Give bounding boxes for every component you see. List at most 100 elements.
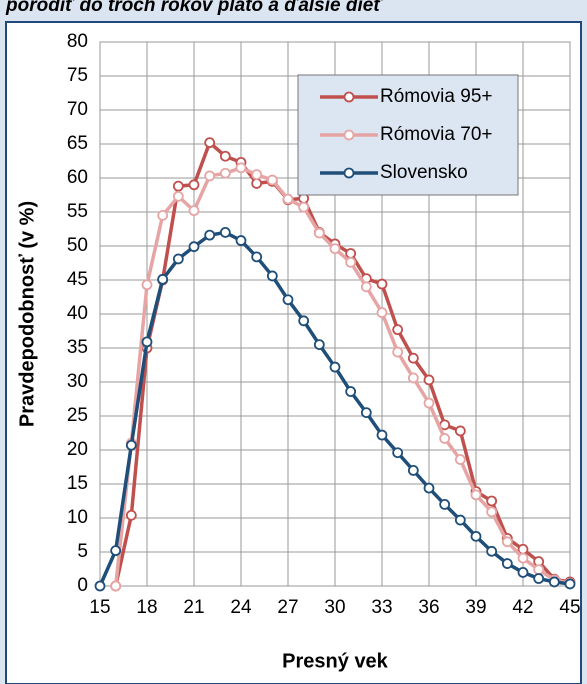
marker xyxy=(235,162,247,174)
marker xyxy=(188,241,200,253)
marker xyxy=(376,278,388,290)
marker xyxy=(251,178,263,189)
legend-label: Rómovia 95+ xyxy=(380,86,492,107)
y-tick-label: 70 xyxy=(67,99,88,120)
marker xyxy=(345,248,357,259)
x-tick-label: 30 xyxy=(324,597,345,618)
marker xyxy=(251,169,263,181)
legend-marker xyxy=(343,129,355,141)
marker xyxy=(407,464,419,476)
marker xyxy=(407,352,419,364)
x-tick-label: 33 xyxy=(371,597,392,618)
y-tick-label: 5 xyxy=(77,541,88,562)
x-tick-label: 21 xyxy=(183,597,204,618)
marker xyxy=(470,530,482,542)
y-tick-label: 45 xyxy=(67,269,88,290)
marker xyxy=(392,346,404,358)
y-tick-label: 15 xyxy=(67,473,88,494)
marker xyxy=(251,251,263,263)
marker xyxy=(439,433,451,444)
x-tick-label: 36 xyxy=(418,597,439,618)
marker xyxy=(157,273,169,285)
marker xyxy=(141,336,153,348)
chart-title: porodiť do troch rokov plato a ďalšie di… xyxy=(5,0,384,16)
marker xyxy=(439,498,451,510)
marker xyxy=(188,205,200,217)
marker xyxy=(533,573,545,584)
marker xyxy=(313,227,325,239)
marker xyxy=(329,361,341,373)
marker xyxy=(392,324,404,336)
x-tick-label: 39 xyxy=(465,597,486,618)
x-tick-label: 18 xyxy=(136,597,157,618)
marker xyxy=(486,506,498,518)
marker xyxy=(564,578,576,590)
x-axis-label: Presný vek xyxy=(282,650,389,672)
marker xyxy=(125,509,137,521)
y-tick-label: 80 xyxy=(67,31,88,52)
marker xyxy=(188,179,200,191)
marker xyxy=(298,201,310,213)
x-tick-label: 24 xyxy=(230,597,252,618)
marker xyxy=(125,439,137,451)
y-tick-label: 75 xyxy=(67,65,88,86)
marker xyxy=(501,536,513,548)
marker xyxy=(235,235,247,246)
marker xyxy=(376,429,388,441)
y-tick-label: 25 xyxy=(67,405,88,426)
x-tick-label: 15 xyxy=(89,597,110,618)
marker xyxy=(548,576,560,588)
marker xyxy=(204,229,216,241)
y-tick-label: 50 xyxy=(67,235,88,256)
marker xyxy=(204,137,216,149)
marker xyxy=(266,270,278,282)
marker xyxy=(486,495,498,507)
y-tick-label: 0 xyxy=(77,575,88,596)
y-tick-label: 10 xyxy=(67,507,88,528)
marker xyxy=(486,545,498,557)
marker xyxy=(454,425,466,437)
x-tick-label: 27 xyxy=(277,597,298,618)
marker xyxy=(392,447,404,459)
y-tick-label: 55 xyxy=(67,201,88,222)
x-tick-label: 45 xyxy=(559,597,580,618)
marker xyxy=(345,256,357,268)
marker xyxy=(376,307,388,319)
marker xyxy=(470,489,482,501)
marker xyxy=(501,558,513,569)
legend-label: Rómovia 70+ xyxy=(380,124,492,145)
marker xyxy=(298,315,310,327)
marker xyxy=(423,374,435,386)
marker xyxy=(157,209,169,221)
marker xyxy=(345,386,357,397)
legend-marker xyxy=(343,91,355,103)
marker xyxy=(282,294,294,306)
y-tick-label: 20 xyxy=(67,439,88,460)
x-tick-label: 42 xyxy=(512,597,533,618)
legend-marker xyxy=(343,167,355,179)
marker xyxy=(454,454,466,465)
marker xyxy=(172,180,184,192)
marker xyxy=(110,545,122,557)
marker xyxy=(454,514,466,526)
marker xyxy=(313,339,325,351)
legend-label: Slovensko xyxy=(380,162,468,183)
marker xyxy=(141,279,153,291)
marker xyxy=(423,397,435,409)
marker xyxy=(204,170,216,182)
marker xyxy=(533,564,545,576)
marker xyxy=(110,580,122,592)
marker xyxy=(517,567,529,578)
marker xyxy=(172,190,184,202)
marker xyxy=(172,253,184,265)
marker xyxy=(407,372,419,384)
marker xyxy=(94,580,106,592)
y-axis-label: Pravdepodobnosť (v %) xyxy=(16,201,38,427)
y-tick-label: 60 xyxy=(67,167,88,188)
y-tick-label: 30 xyxy=(67,371,88,392)
y-tick-label: 40 xyxy=(67,303,88,324)
marker xyxy=(219,167,231,179)
marker xyxy=(219,226,231,238)
marker xyxy=(219,150,231,162)
